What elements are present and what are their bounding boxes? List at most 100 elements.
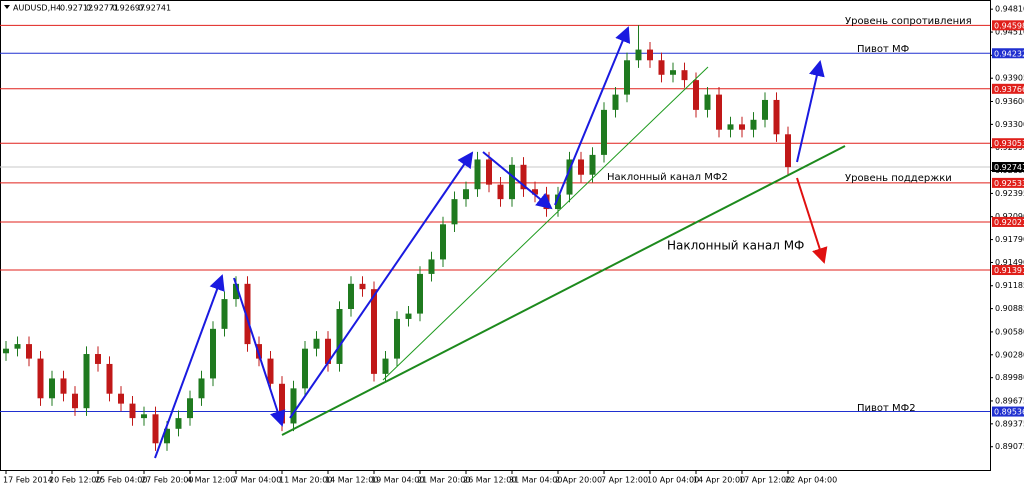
y-tick-label: 0.92395 <box>995 189 1024 198</box>
candle-body <box>635 49 642 61</box>
candle-body <box>382 358 389 374</box>
level-label: 0.89536 <box>994 408 1024 417</box>
level-label: 0.93053 <box>994 139 1024 148</box>
level-label: 0.92533 <box>994 179 1024 188</box>
candle-body <box>302 348 308 389</box>
candle-body <box>60 378 67 394</box>
y-tick-label: 0.91185 <box>995 281 1024 290</box>
trend-line <box>281 145 846 436</box>
x-tick-label: 7 Mar 04:00 <box>233 476 281 485</box>
level-label: 0.92741 <box>994 163 1024 172</box>
ohlc-value: 0.92697 <box>112 4 145 13</box>
candle-body <box>405 313 412 319</box>
candle-body <box>578 159 584 175</box>
candle-body <box>497 184 504 200</box>
candle-body <box>325 338 331 364</box>
candle-body <box>451 199 458 225</box>
candle-body <box>313 338 320 349</box>
levels <box>0 24 990 413</box>
candle-body <box>520 164 527 190</box>
candle-body <box>716 94 722 130</box>
ohlc-value: 0.92741 <box>138 4 171 13</box>
ohlc-value: 0.92771 <box>86 4 119 13</box>
arrow <box>796 177 828 264</box>
level-label-box <box>992 83 1024 94</box>
candle-body <box>371 289 377 374</box>
x-tick-label: 7 Apr 12:00 <box>601 476 648 485</box>
header-icon <box>4 5 10 9</box>
candle-body <box>428 259 435 274</box>
candle-body <box>440 224 446 260</box>
candle-body <box>267 358 274 384</box>
candle-body <box>670 70 676 75</box>
candle-body <box>647 49 653 61</box>
annotation: Уровень сопротивления <box>845 16 972 27</box>
candle-body <box>474 159 481 190</box>
candle-body <box>773 99 780 135</box>
candle-body <box>37 358 44 399</box>
candle-body <box>49 378 55 399</box>
candle-body <box>658 60 665 75</box>
candle-body <box>210 328 216 379</box>
arrow <box>289 151 474 419</box>
y-tick-label: 0.90885 <box>995 304 1024 313</box>
x-tick-label: 2 Apr 20:00 <box>555 476 602 485</box>
arrow <box>482 151 553 210</box>
candle-body <box>118 393 124 404</box>
candle-body <box>141 414 147 419</box>
x-tick-label: 25 Feb 04:00 <box>95 476 147 485</box>
level-label-box <box>992 216 1024 227</box>
candle-body <box>555 194 561 210</box>
level-label-box <box>992 138 1024 149</box>
annotation: Наклонный канал МФ <box>667 239 804 253</box>
level-label-box <box>992 406 1024 417</box>
candle-body <box>198 378 205 399</box>
header: AUDUSD,H4 0.92712 0.92771 0.92697 0.9274… <box>4 4 171 13</box>
candle-body <box>739 124 745 130</box>
x-tick-label: 17 Apr 12:00 <box>739 476 791 485</box>
level-label-box <box>992 20 1024 31</box>
candle-body <box>704 94 711 110</box>
candle-body <box>486 159 492 185</box>
level-label: 0.93766 <box>994 85 1024 94</box>
candle-body <box>463 189 469 200</box>
x-tick-label: 10 Apr 04:00 <box>647 476 699 485</box>
candle-body <box>359 283 366 290</box>
candle-body <box>187 398 193 419</box>
level-label-box <box>992 162 1024 173</box>
candle-body <box>3 348 9 354</box>
candle-body <box>693 80 699 110</box>
level-label: 0.94232 <box>994 49 1024 58</box>
candle-body <box>14 344 21 349</box>
x-tick-label: 20 Feb 12:00 <box>49 476 101 485</box>
level-label: 0.92021 <box>994 218 1024 227</box>
candle-body <box>164 428 170 444</box>
candle-body <box>336 309 343 364</box>
candle-body <box>417 273 423 314</box>
candle-body <box>589 154 596 175</box>
candle-body <box>681 70 688 81</box>
x-tick-label: 22 Apr 04:00 <box>785 476 837 485</box>
level-label: 0.91391 <box>994 266 1024 275</box>
candle-body <box>83 354 90 409</box>
candle-body <box>532 189 538 195</box>
candle-body <box>279 383 285 424</box>
candle-body <box>129 403 136 419</box>
candle-body <box>509 164 515 200</box>
candle-body <box>290 388 297 424</box>
candle-body <box>233 283 239 300</box>
y-tick-label: 0.89075 <box>995 442 1024 451</box>
candle-body <box>175 418 182 429</box>
